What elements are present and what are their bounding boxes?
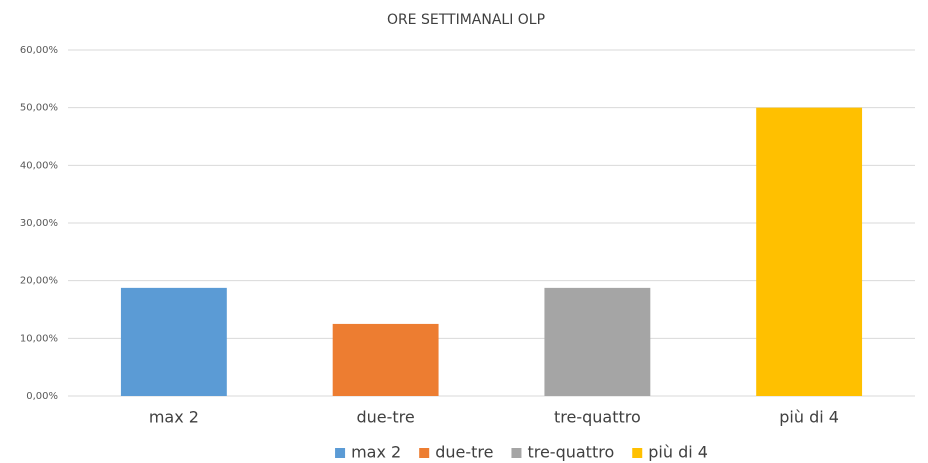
y-tick-label: 40,00% <box>20 160 58 171</box>
x-tick-label: più di 4 <box>779 408 839 427</box>
bar <box>120 287 227 396</box>
y-tick-label: 50,00% <box>20 103 58 114</box>
legend-swatch <box>632 448 643 458</box>
y-tick-label: 0,00% <box>26 391 58 402</box>
legend-swatch <box>419 448 430 458</box>
bar <box>544 287 651 396</box>
y-tick-label: 60,00% <box>20 45 58 56</box>
bar <box>756 107 863 397</box>
legend-label: due-tre <box>435 443 493 462</box>
y-tick-label: 30,00% <box>20 218 58 229</box>
bar <box>332 323 439 396</box>
y-tick-label: 20,00% <box>20 276 58 287</box>
legend-label: più di 4 <box>648 443 708 462</box>
legend-label: tre-quattro <box>527 443 614 462</box>
y-tick-label: 10,00% <box>20 333 58 344</box>
x-tick-label: max 2 <box>149 408 199 427</box>
legend-swatch <box>335 448 346 458</box>
x-tick-label: due-tre <box>356 408 414 427</box>
x-tick-label: tre-quattro <box>554 408 641 427</box>
legend-label: max 2 <box>351 443 401 462</box>
chart-title: ORE SETTIMANALI OLP <box>387 12 545 28</box>
legend-swatch <box>511 448 522 458</box>
